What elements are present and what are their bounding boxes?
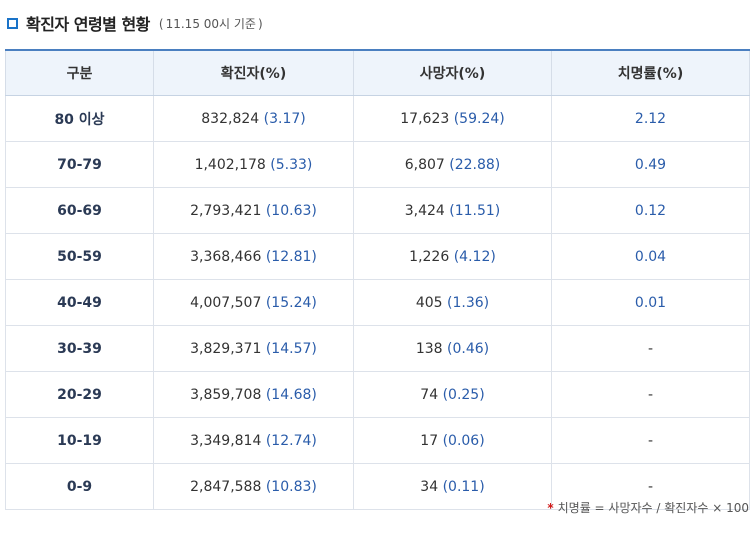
cases-value: 4,007,507 xyxy=(190,294,262,311)
deaths-value: 17,623 xyxy=(400,110,450,127)
deaths-percent: (22.88) xyxy=(449,156,501,173)
age-group-cell: 40-49 xyxy=(5,279,154,326)
deaths-value: 405 xyxy=(415,294,443,311)
cases-percent: (14.68) xyxy=(265,386,317,403)
age-status-table: 구분 확진자(%) 사망자(%) 치명률(%) 80 이상 832,824 (3.17)… xyxy=(5,49,750,510)
cases-cell: 3,829,371 (14.57) xyxy=(153,325,354,372)
cases-percent: (10.83) xyxy=(265,478,317,495)
deaths-percent: (59.24) xyxy=(453,110,505,127)
cases-cell: 2,847,588 (10.83) xyxy=(153,463,354,510)
cases-percent: (5.33) xyxy=(270,156,313,173)
table-row: 30-39 3,829,371 (14.57) 138 (0.46) - xyxy=(5,325,750,372)
section-title: 확진자 연령별 현황 xyxy=(26,15,150,34)
age-group-cell: 20-29 xyxy=(5,371,154,418)
footnote-text: 치명률 = 사망자수 / 확진자수 × 100 xyxy=(557,501,749,515)
table-row: 10-19 3,349,814 (12.74) 17 (0.06) - xyxy=(5,417,750,464)
age-group-cell: 70-79 xyxy=(5,141,154,188)
deaths-cell: 17 (0.06) xyxy=(353,417,552,464)
deaths-percent: (0.11) xyxy=(442,478,485,495)
cfr-cell: - xyxy=(551,463,750,510)
age-group-cell: 60-69 xyxy=(5,187,154,234)
age-group-cell: 10-19 xyxy=(5,417,154,464)
cases-value: 3,829,371 xyxy=(190,340,262,357)
cfr-cell: 0.04 xyxy=(551,233,750,280)
table-row: 50-59 3,368,466 (12.81) 1,226 (4.12) 0.04 xyxy=(5,233,750,280)
cases-value: 1,402,178 xyxy=(194,156,266,173)
deaths-cell: 17,623 (59.24) xyxy=(353,95,552,142)
deaths-percent: (11.51) xyxy=(449,202,501,219)
deaths-value: 3,424 xyxy=(404,202,445,219)
table-row: 70-79 1,402,178 (5.33) 6,807 (22.88) 0.49 xyxy=(5,141,750,188)
cases-cell: 3,349,814 (12.74) xyxy=(153,417,354,464)
table-row: 60-69 2,793,421 (10.63) 3,424 (11.51) 0.12 xyxy=(5,187,750,234)
deaths-cell: 74 (0.25) xyxy=(353,371,552,418)
cases-cell: 832,824 (3.17) xyxy=(153,95,354,142)
deaths-cell: 138 (0.46) xyxy=(353,325,552,372)
footnote: * 치명률 = 사망자수 / 확진자수 × 100 xyxy=(547,499,749,516)
cases-cell: 4,007,507 (15.24) xyxy=(153,279,354,326)
deaths-cell: 6,807 (22.88) xyxy=(353,141,552,188)
cases-percent: (14.57) xyxy=(265,340,317,357)
deaths-percent: (0.25) xyxy=(442,386,485,403)
cfr-cell: - xyxy=(551,325,750,372)
cfr-cell: 0.49 xyxy=(551,141,750,188)
column-header-group: 구분 xyxy=(5,49,154,96)
cases-cell: 2,793,421 (10.63) xyxy=(153,187,354,234)
table-row: 20-29 3,859,708 (14.68) 74 (0.25) - xyxy=(5,371,750,418)
table-row: 0-9 2,847,588 (10.83) 34 (0.11) - xyxy=(5,463,750,510)
cases-percent: (15.24) xyxy=(265,294,317,311)
age-group-cell: 50-59 xyxy=(5,233,154,280)
deaths-percent: (0.06) xyxy=(442,432,485,449)
deaths-value: 1,226 xyxy=(409,248,450,265)
cases-percent: (12.81) xyxy=(265,248,317,265)
cases-value: 3,349,814 xyxy=(190,432,262,449)
cases-cell: 1,402,178 (5.33) xyxy=(153,141,354,188)
cases-value: 832,824 xyxy=(201,110,260,127)
cfr-cell: - xyxy=(551,417,750,464)
deaths-cell: 1,226 (4.12) xyxy=(353,233,552,280)
cfr-cell: 0.12 xyxy=(551,187,750,234)
cases-percent: (10.63) xyxy=(265,202,317,219)
reference-time: 11.15 00시 기준 xyxy=(165,16,256,31)
table-body: 80 이상 832,824 (3.17) 17,623 (59.24) 2.12 70-… xyxy=(5,95,750,510)
deaths-percent: (4.12) xyxy=(453,248,496,265)
section-subtitle: (11.15 00시 기준) xyxy=(158,16,263,31)
cfr-cell: 0.01 xyxy=(551,279,750,326)
cases-percent: (12.74) xyxy=(265,432,317,449)
table-row: 80 이상 832,824 (3.17) 17,623 (59.24) 2.12 xyxy=(5,95,750,142)
age-group-cell: 30-39 xyxy=(5,325,154,372)
cfr-cell: 2.12 xyxy=(551,95,750,142)
deaths-value: 6,807 xyxy=(404,156,445,173)
deaths-value: 34 xyxy=(420,478,439,495)
age-group-cell: 0-9 xyxy=(5,463,154,510)
deaths-percent: (0.46) xyxy=(447,340,490,357)
cases-value: 3,859,708 xyxy=(190,386,262,403)
square-bullet-icon xyxy=(7,17,18,29)
cases-cell: 3,368,466 (12.81) xyxy=(153,233,354,280)
deaths-value: 17 xyxy=(420,432,439,449)
cases-value: 2,793,421 xyxy=(190,202,262,219)
cases-percent: (3.17) xyxy=(263,110,306,127)
deaths-cell: 34 (0.11) xyxy=(353,463,552,510)
age-group-cell: 80 이상 xyxy=(5,95,154,142)
cases-value: 3,368,466 xyxy=(190,248,262,265)
deaths-cell: 3,424 (11.51) xyxy=(353,187,552,234)
deaths-value: 74 xyxy=(420,386,439,403)
column-header-cfr: 치명률(%) xyxy=(551,49,750,96)
cfr-cell: - xyxy=(551,371,750,418)
cases-cell: 3,859,708 (14.68) xyxy=(153,371,354,418)
column-header-deaths: 사망자(%) xyxy=(353,49,552,96)
deaths-percent: (1.36) xyxy=(447,294,490,311)
section-header: 확진자 연령별 현황 (11.15 00시 기준) xyxy=(7,10,264,36)
deaths-cell: 405 (1.36) xyxy=(353,279,552,326)
footnote-mark: * xyxy=(547,501,554,515)
deaths-value: 138 xyxy=(415,340,443,357)
table-row: 40-49 4,007,507 (15.24) 405 (1.36) 0.01 xyxy=(5,279,750,326)
cases-value: 2,847,588 xyxy=(190,478,262,495)
column-header-cases: 확진자(%) xyxy=(153,49,354,96)
table-header-row: 구분 확진자(%) 사망자(%) 치명률(%) xyxy=(5,49,750,96)
